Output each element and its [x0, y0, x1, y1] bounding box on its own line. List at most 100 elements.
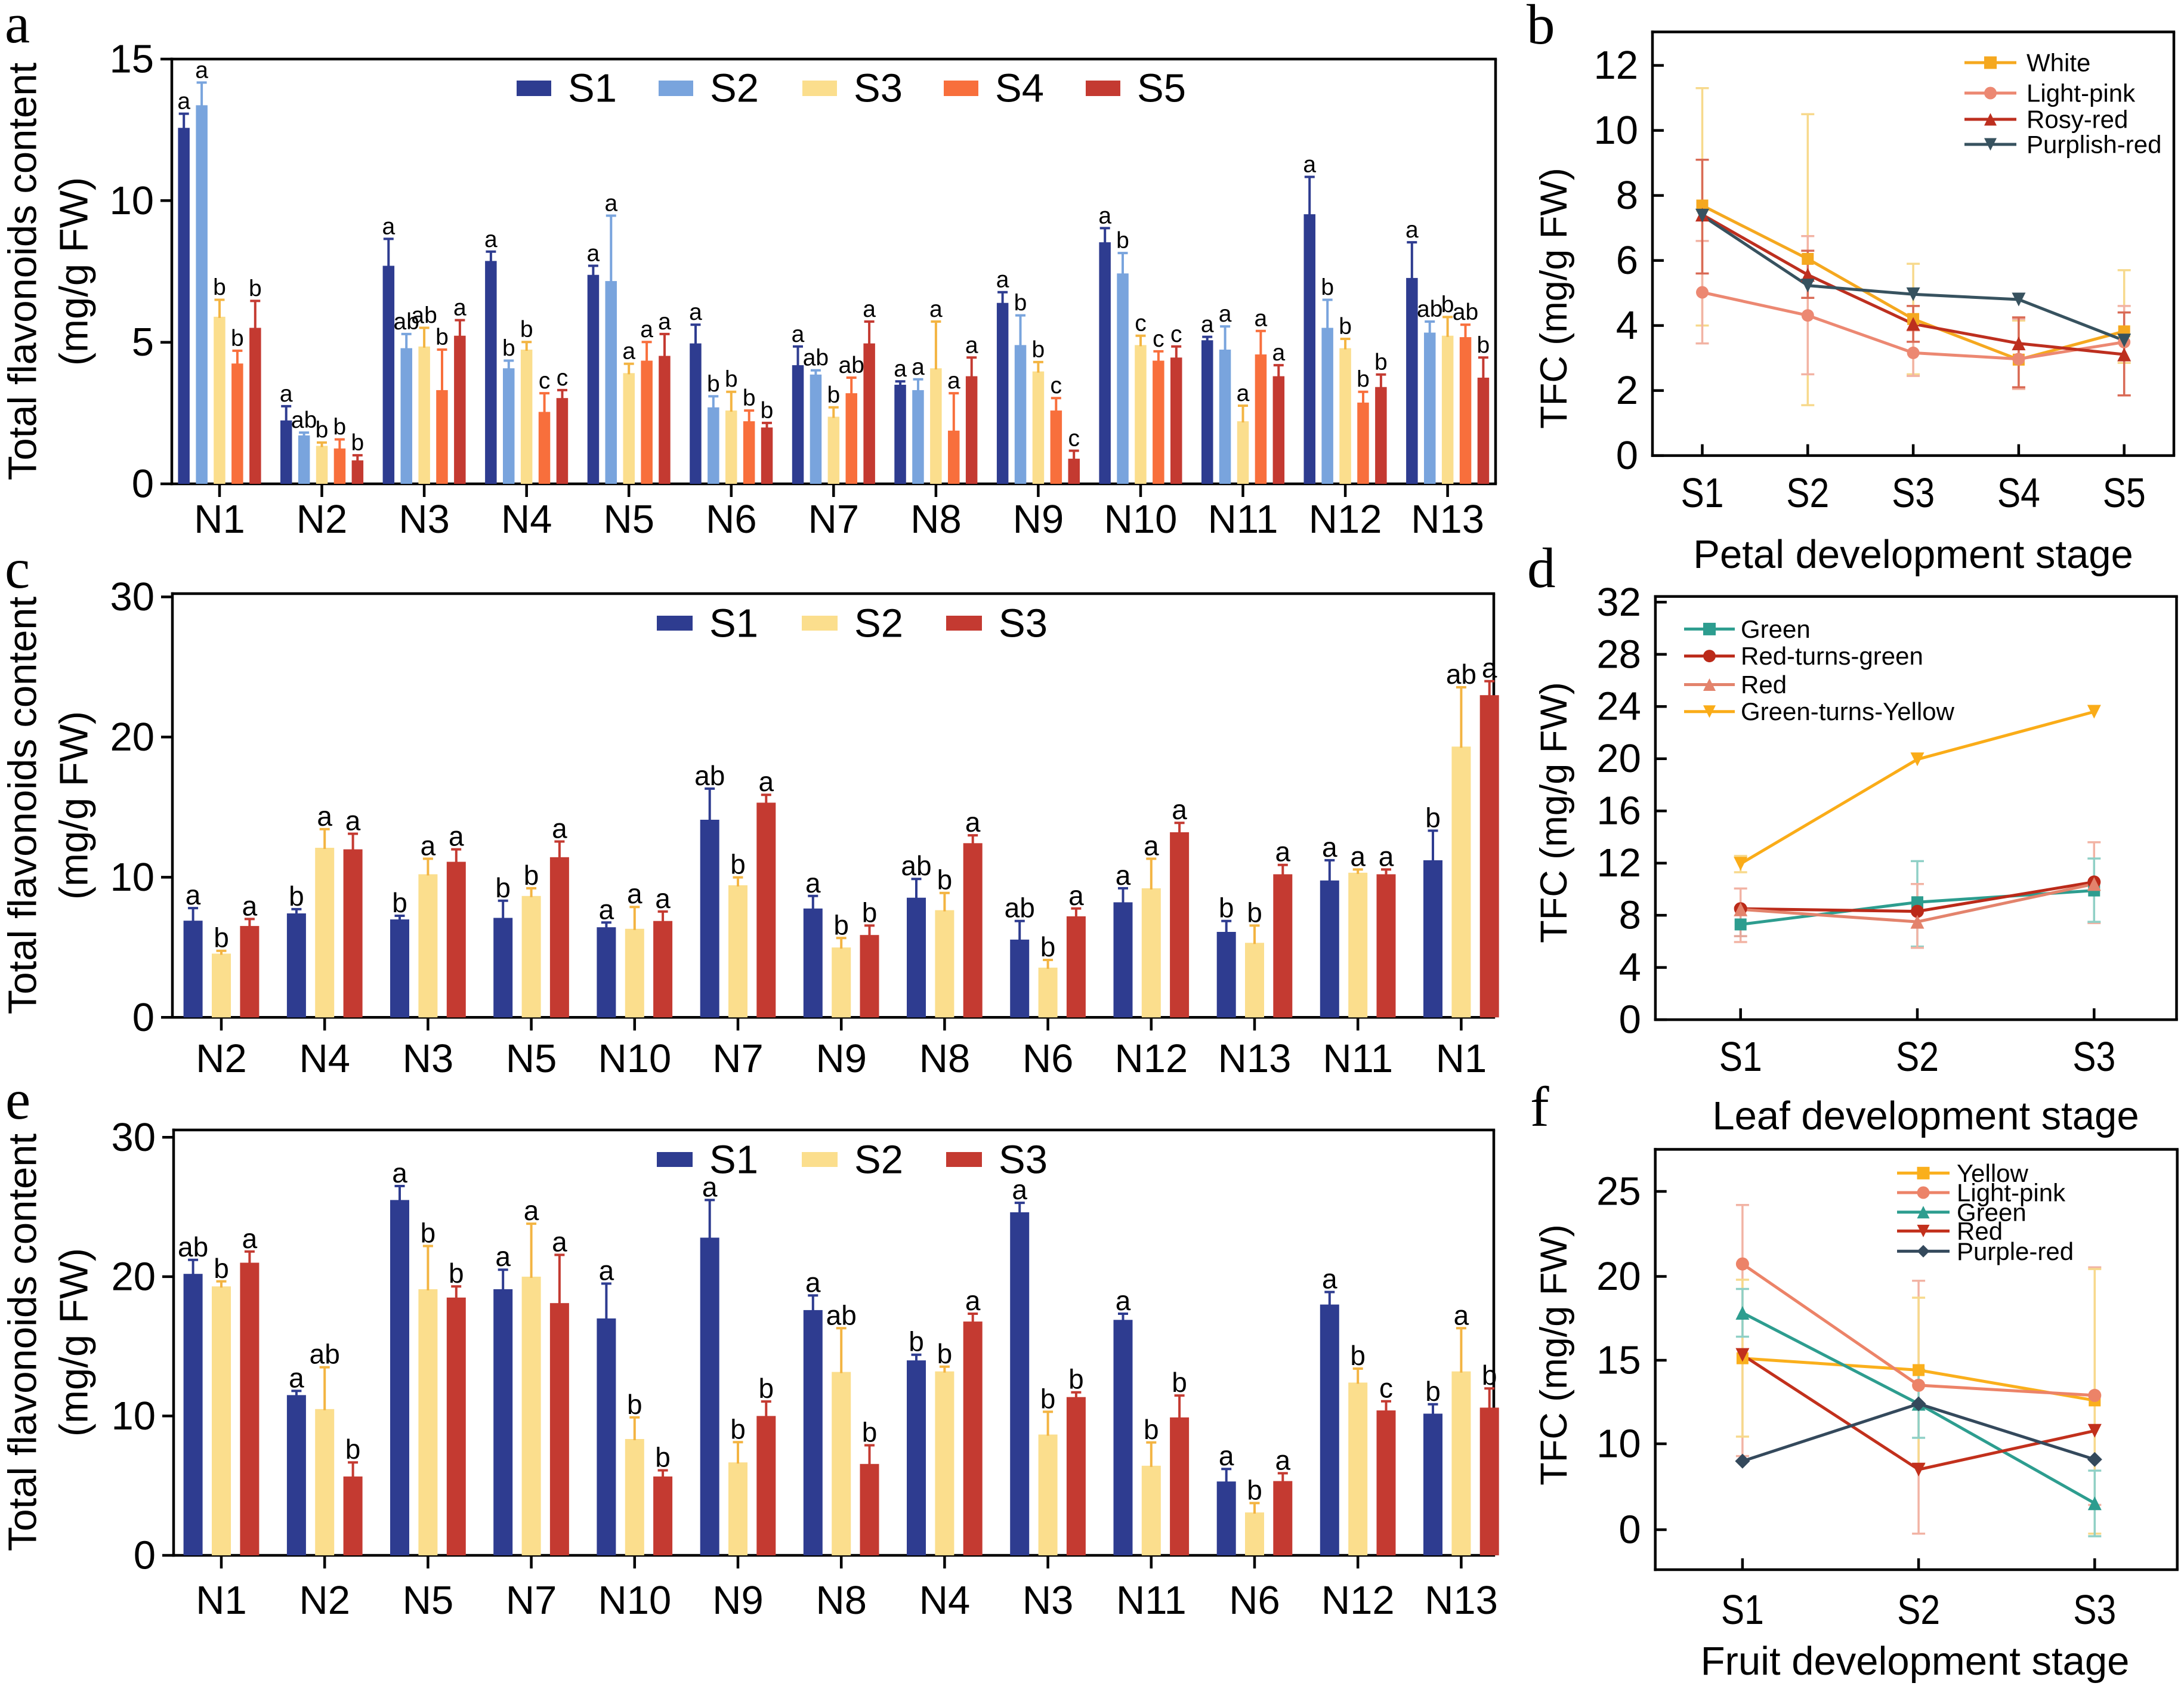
svg-text:Purple-red: Purple-red	[1957, 1237, 2074, 1265]
svg-text:4: 4	[1616, 303, 1638, 348]
svg-text:S5: S5	[1137, 66, 1186, 111]
svg-text:a: a	[484, 227, 498, 252]
svg-text:ab: ab	[901, 850, 931, 881]
svg-text:TFC (mg/g FW): TFC (mg/g FW)	[1533, 1224, 1575, 1485]
svg-text:b: b	[833, 909, 849, 940]
svg-text:0: 0	[1618, 1508, 1641, 1552]
svg-text:0: 0	[132, 995, 155, 1040]
svg-text:b: b	[759, 1373, 774, 1404]
svg-text:f: f	[1530, 1075, 1549, 1138]
svg-text:25: 25	[1596, 1169, 1641, 1214]
svg-text:ab: ab	[291, 407, 317, 433]
svg-text:White: White	[2027, 49, 2090, 77]
svg-text:Purplish-red: Purplish-red	[2027, 131, 2161, 159]
svg-text:a: a	[604, 191, 617, 217]
svg-text:N3: N3	[399, 497, 450, 542]
svg-text:b: b	[1441, 292, 1454, 317]
svg-text:Red: Red	[1957, 1217, 2003, 1245]
svg-text:a: a	[1379, 841, 1394, 872]
svg-text:Rosy-red: Rosy-red	[2027, 106, 2128, 134]
svg-text:a: a	[996, 267, 1009, 293]
svg-text:a: a	[186, 879, 201, 910]
svg-text:a: a	[449, 821, 464, 852]
svg-text:c: c	[5, 537, 30, 600]
svg-text:N7: N7	[506, 1578, 557, 1623]
svg-text:a: a	[1068, 880, 1084, 911]
svg-text:b: b	[1172, 1367, 1187, 1398]
svg-text:N7: N7	[808, 497, 859, 542]
svg-text:30: 30	[110, 575, 155, 619]
svg-text:15: 15	[1596, 1338, 1641, 1383]
svg-text:(mg/g FW): (mg/g FW)	[52, 1248, 97, 1437]
svg-text:ab: ab	[826, 1299, 857, 1330]
svg-text:a: a	[421, 830, 436, 861]
svg-text:b: b	[1425, 802, 1441, 833]
svg-text:a: a	[1482, 653, 1497, 684]
svg-text:a: a	[392, 1157, 407, 1188]
svg-text:b: b	[392, 887, 407, 918]
svg-text:b: b	[1527, 0, 1555, 56]
svg-text:b: b	[351, 430, 364, 456]
svg-text:S2: S2	[854, 601, 903, 646]
svg-text:10: 10	[111, 1394, 156, 1438]
svg-text:a: a	[1116, 1285, 1131, 1316]
svg-text:8: 8	[1616, 173, 1638, 218]
svg-text:d: d	[1527, 536, 1556, 600]
svg-text:b: b	[1040, 1383, 1056, 1414]
svg-text:S1: S1	[1721, 1586, 1764, 1633]
svg-text:0: 0	[134, 1533, 156, 1578]
svg-text:S2: S2	[854, 1138, 903, 1182]
svg-text:b: b	[1116, 228, 1129, 254]
svg-text:b: b	[249, 276, 262, 301]
svg-text:Fruit development stage: Fruit development stage	[1701, 1639, 2130, 1683]
svg-text:c: c	[1153, 326, 1164, 352]
svg-text:N10: N10	[1104, 497, 1178, 542]
svg-text:32: 32	[1596, 580, 1641, 625]
svg-text:a: a	[965, 1285, 981, 1316]
svg-text:a: a	[1201, 312, 1214, 338]
svg-text:N7: N7	[712, 1036, 764, 1081]
svg-text:N5: N5	[506, 1036, 557, 1081]
svg-text:a: a	[1405, 217, 1419, 243]
svg-text:0: 0	[1619, 998, 1641, 1042]
svg-text:b: b	[707, 371, 720, 397]
svg-text:a: a	[702, 1171, 718, 1202]
svg-text:c: c	[557, 365, 569, 391]
svg-text:N4: N4	[299, 1036, 350, 1081]
svg-text:a: a	[382, 214, 395, 239]
svg-text:a: a	[552, 1226, 567, 1257]
svg-text:b: b	[862, 1417, 878, 1448]
svg-text:a: a	[242, 890, 258, 921]
svg-text:b: b	[1040, 931, 1056, 962]
svg-text:N4: N4	[501, 497, 552, 542]
svg-text:a: a	[912, 354, 925, 380]
svg-text:N10: N10	[598, 1578, 671, 1623]
svg-text:15: 15	[109, 37, 154, 82]
svg-text:e: e	[5, 1068, 30, 1131]
svg-text:N8: N8	[919, 1036, 971, 1081]
svg-text:16: 16	[1596, 789, 1641, 833]
svg-text:N2: N2	[296, 497, 348, 542]
svg-text:b: b	[761, 398, 774, 424]
svg-text:0: 0	[132, 462, 154, 507]
svg-text:N13: N13	[1425, 1578, 1498, 1623]
svg-text:b: b	[1247, 897, 1262, 928]
svg-text:N11: N11	[1208, 497, 1278, 542]
svg-text:c: c	[1135, 311, 1147, 336]
svg-text:ab: ab	[178, 1231, 208, 1262]
svg-text:b: b	[1350, 1340, 1366, 1371]
svg-text:Light-pink: Light-pink	[2027, 79, 2136, 107]
svg-text:a: a	[1454, 1299, 1469, 1330]
svg-text:10: 10	[109, 178, 154, 223]
svg-text:b: b	[1032, 337, 1045, 363]
svg-text:b: b	[730, 849, 746, 880]
svg-text:b: b	[316, 418, 329, 443]
svg-text:N11: N11	[1116, 1578, 1187, 1623]
svg-text:c: c	[539, 368, 551, 394]
svg-text:N3: N3	[1023, 1578, 1074, 1623]
svg-text:TFC (mg/g FW): TFC (mg/g FW)	[1533, 168, 1575, 428]
svg-text:c: c	[1051, 373, 1062, 399]
svg-text:a: a	[317, 801, 332, 832]
svg-text:N12: N12	[1114, 1036, 1188, 1081]
svg-text:N3: N3	[403, 1036, 454, 1081]
